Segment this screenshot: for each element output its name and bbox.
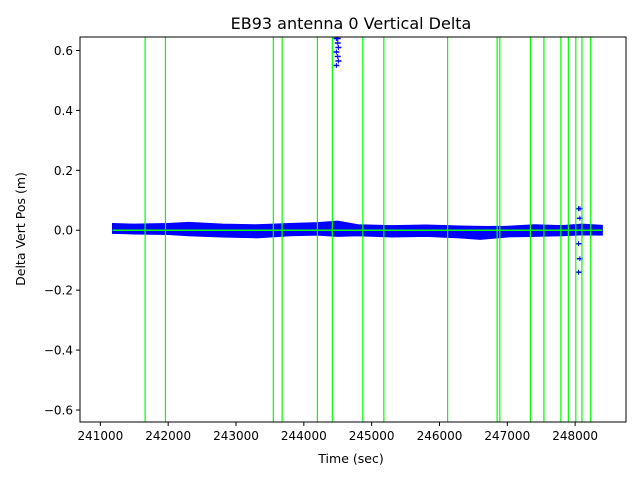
x-tick-label: 242000 — [145, 429, 191, 443]
x-axis-label: Time (sec) — [317, 451, 383, 466]
y-axis-label: Delta Vert Pos (m) — [13, 172, 28, 286]
y-tick-label: 0.4 — [54, 104, 73, 118]
y-tick-label: 0.0 — [54, 224, 73, 238]
chart-title: EB93 antenna 0 Vertical Delta — [231, 14, 472, 33]
plot-area — [111, 37, 603, 422]
x-tick-label: 243000 — [213, 429, 259, 443]
x-axis: 241000 242000 243000 244000 245000 246000 2470… — [77, 422, 598, 443]
x-tick-label: 244000 — [281, 429, 327, 443]
y-tick-label: −0.4 — [44, 344, 73, 358]
axes-frame — [79, 36, 627, 423]
y-tick-label: −0.6 — [44, 404, 73, 418]
x-tick-label: 248000 — [552, 429, 598, 443]
x-tick-label: 247000 — [484, 429, 530, 443]
x-tick-label: 246000 — [417, 429, 463, 443]
y-tick-label: 0.6 — [54, 44, 73, 58]
x-tick-label: 241000 — [77, 429, 123, 443]
x-tick-label: 245000 — [349, 429, 395, 443]
y-axis: 0.6 0.4 0.2 0.0 −0.2 −0.4 −0.6 — [44, 44, 80, 418]
y-tick-label: −0.2 — [44, 284, 73, 298]
y-tick-label: 0.2 — [54, 164, 73, 178]
